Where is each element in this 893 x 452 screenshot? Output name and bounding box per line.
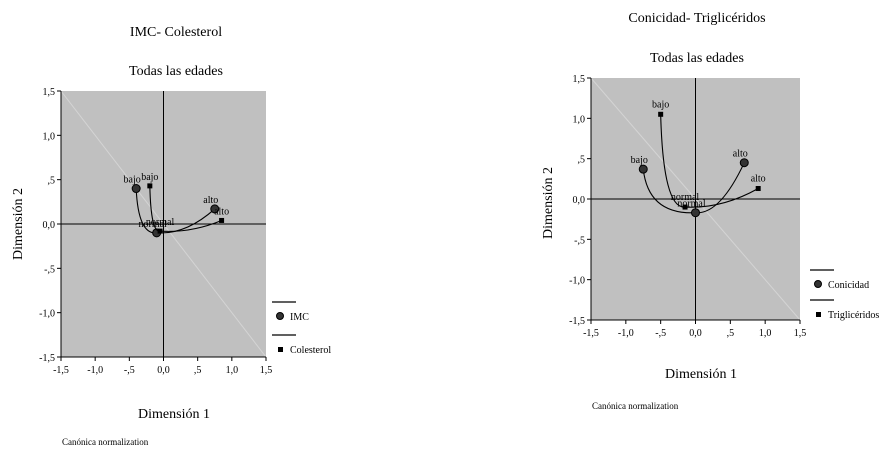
y-tick-label: -1,0 bbox=[39, 309, 55, 320]
legend-marker-circle bbox=[814, 280, 822, 288]
y-tick-label: -1,5 bbox=[569, 316, 585, 327]
y-tick-label: ,5 bbox=[578, 155, 586, 166]
footnote: Canónica normalization bbox=[62, 437, 149, 447]
point-label: normal bbox=[146, 217, 175, 228]
point-label: alto bbox=[751, 174, 766, 185]
point-label: bajo bbox=[652, 99, 669, 110]
point-marker-square bbox=[219, 217, 225, 223]
y-tick-label: -1,5 bbox=[39, 353, 55, 364]
x-axis-label: Dimensión 1 bbox=[138, 407, 210, 422]
point-label: bajo bbox=[631, 155, 648, 166]
x-tick-label: 1,5 bbox=[794, 328, 807, 339]
y-axis-label: Dimensión 2 bbox=[11, 188, 26, 260]
point-marker-square bbox=[755, 186, 761, 192]
chart-subtitle: Todas las edades bbox=[650, 51, 744, 66]
y-tick-label: 1,5 bbox=[43, 87, 56, 98]
y-tick-label: 1,0 bbox=[573, 114, 586, 125]
point-marker-square bbox=[157, 228, 163, 234]
x-tick-label: 1,5 bbox=[260, 365, 273, 376]
plot-area: -1,5 -1,0 -,5 0,0 ,5 1,0 1,5 1,5 1,0 ,5 0,0 -,5 -1,0… bbox=[39, 87, 272, 376]
point-label: alto bbox=[203, 195, 218, 206]
legend-label: Triglicéridos bbox=[828, 310, 879, 321]
x-tick-label: -,5 bbox=[655, 328, 666, 339]
point-marker-circle bbox=[638, 164, 648, 174]
point-marker-circle bbox=[210, 204, 220, 214]
chart-conicidad-trigliceridos: Conicidad- Triglicéridos Todas las edade… bbox=[541, 11, 879, 411]
y-tick-label: 1,0 bbox=[43, 131, 56, 142]
point-label: bajo bbox=[124, 175, 141, 186]
point-label: normal bbox=[671, 192, 700, 203]
chart-imc-colesterol: IMC- Colesterol Todas las edades -1,5 -1,… bbox=[11, 25, 331, 447]
legend: IMC Colesterol bbox=[272, 301, 331, 356]
chart-subtitle: Todas las edades bbox=[129, 64, 223, 79]
y-tick-label: -1,0 bbox=[569, 276, 585, 287]
x-tick-label: 0,0 bbox=[157, 365, 170, 376]
legend: Conicidad Triglicéridos bbox=[810, 269, 879, 321]
legend-marker-circle bbox=[276, 312, 284, 320]
x-tick-label: -1,0 bbox=[87, 365, 103, 376]
x-axis-label: Dimensión 1 bbox=[665, 367, 737, 382]
point-marker-circle bbox=[691, 208, 700, 218]
point-marker-circle bbox=[739, 158, 749, 168]
legend-marker-square bbox=[816, 312, 821, 317]
point-label: alto bbox=[214, 206, 229, 217]
x-tick-label: 1,0 bbox=[226, 365, 239, 376]
point-label: normal bbox=[677, 199, 706, 210]
y-tick-label: -,5 bbox=[44, 264, 55, 275]
point-marker-square bbox=[658, 111, 664, 117]
x-tick-label: -,5 bbox=[124, 365, 135, 376]
y-tick-label: 0,0 bbox=[573, 195, 586, 206]
x-tick-label: -1,5 bbox=[583, 328, 599, 339]
chart-title: IMC- Colesterol bbox=[130, 25, 222, 40]
chart-title: Conicidad- Triglicéridos bbox=[628, 11, 765, 26]
legend-label: Conicidad bbox=[828, 280, 869, 291]
y-tick-label: -,5 bbox=[574, 235, 585, 246]
y-tick-label: 0,0 bbox=[43, 220, 56, 231]
x-tick-label: -1,0 bbox=[618, 328, 634, 339]
plot-area: -1,5 -1,0 -,5 0,0 ,5 1,0 1,5 1,5 1,0 ,5 0,0 -,5 -1,0… bbox=[569, 74, 806, 339]
y-axis-label: Dimensión 2 bbox=[541, 167, 556, 239]
footnote: Canónica normalization bbox=[592, 401, 679, 411]
point-label: alto bbox=[733, 149, 748, 160]
point-marker-circle bbox=[131, 184, 141, 194]
point-label: bajo bbox=[141, 172, 158, 183]
x-tick-label: -1,5 bbox=[53, 365, 69, 376]
y-tick-label: 1,5 bbox=[573, 74, 586, 85]
point-marker-square bbox=[147, 183, 153, 189]
legend-label: IMC bbox=[290, 312, 309, 323]
x-tick-label: 0,0 bbox=[689, 328, 702, 339]
x-tick-label: 1,0 bbox=[759, 328, 772, 339]
legend-marker-square bbox=[278, 347, 283, 352]
y-tick-label: ,5 bbox=[48, 176, 56, 187]
point-label: normal bbox=[139, 219, 168, 230]
x-tick-label: ,5 bbox=[727, 328, 735, 339]
point-marker-square bbox=[682, 204, 688, 210]
x-tick-label: ,5 bbox=[194, 365, 202, 376]
legend-label: Colesterol bbox=[290, 345, 331, 356]
